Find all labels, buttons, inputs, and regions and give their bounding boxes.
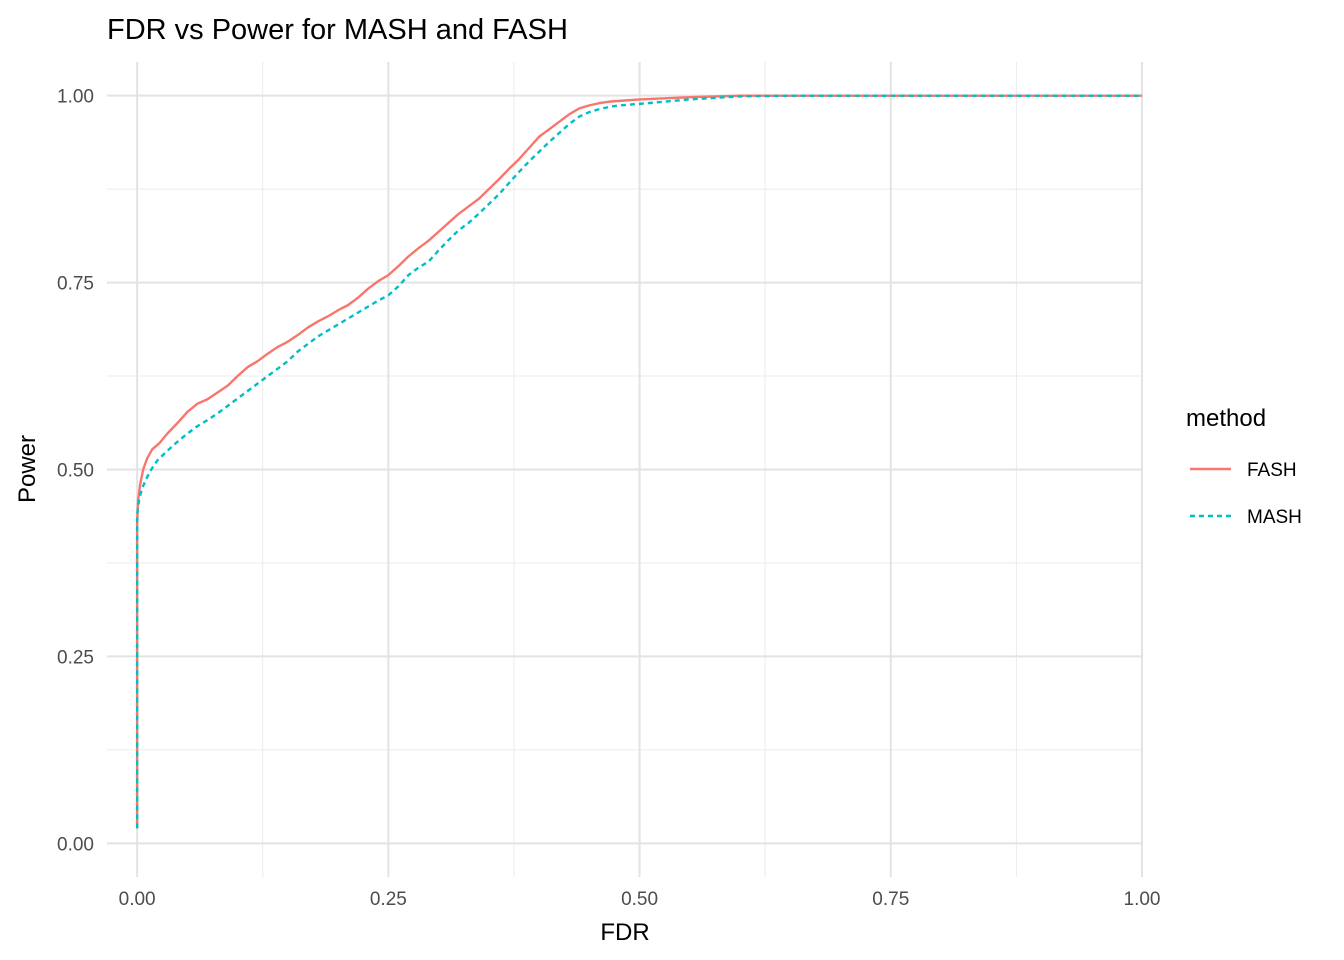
grid-minor: [107, 62, 1142, 877]
y-tick-label: 0.50: [57, 461, 94, 482]
y-axis-label: Power: [14, 435, 41, 503]
chart-title: FDR vs Power for MASH and FASH: [107, 14, 568, 46]
series-line-fash: [135, 94, 1142, 829]
legend-title: method: [1186, 405, 1266, 432]
x-tick-label: 0.75: [872, 889, 909, 910]
y-axis-ticks: 0.00 0.25 0.50 0.75 1.00: [57, 87, 94, 856]
y-tick-label: 0.75: [57, 274, 94, 295]
x-tick-label: 0.50: [621, 889, 658, 910]
series-line-mash: [135, 94, 1142, 829]
x-axis-ticks: 0.00 0.25 0.50 0.75 1.00: [119, 889, 1161, 910]
legend-items: FASH MASH: [1190, 460, 1302, 528]
legend-label-mash: MASH: [1247, 507, 1302, 528]
y-tick-label: 1.00: [57, 87, 94, 108]
x-axis-label: FDR: [600, 919, 649, 946]
x-tick-label: 1.00: [1124, 889, 1161, 910]
x-tick-label: 0.00: [119, 889, 156, 910]
series-layer: [135, 94, 1142, 829]
x-tick-label: 0.25: [370, 889, 407, 910]
y-tick-label: 0.25: [57, 647, 94, 668]
legend-label-fash: FASH: [1247, 460, 1297, 481]
y-tick-label: 0.00: [57, 834, 94, 855]
legend: method FASH MASH: [1186, 405, 1302, 528]
grid-major: [107, 62, 1143, 877]
